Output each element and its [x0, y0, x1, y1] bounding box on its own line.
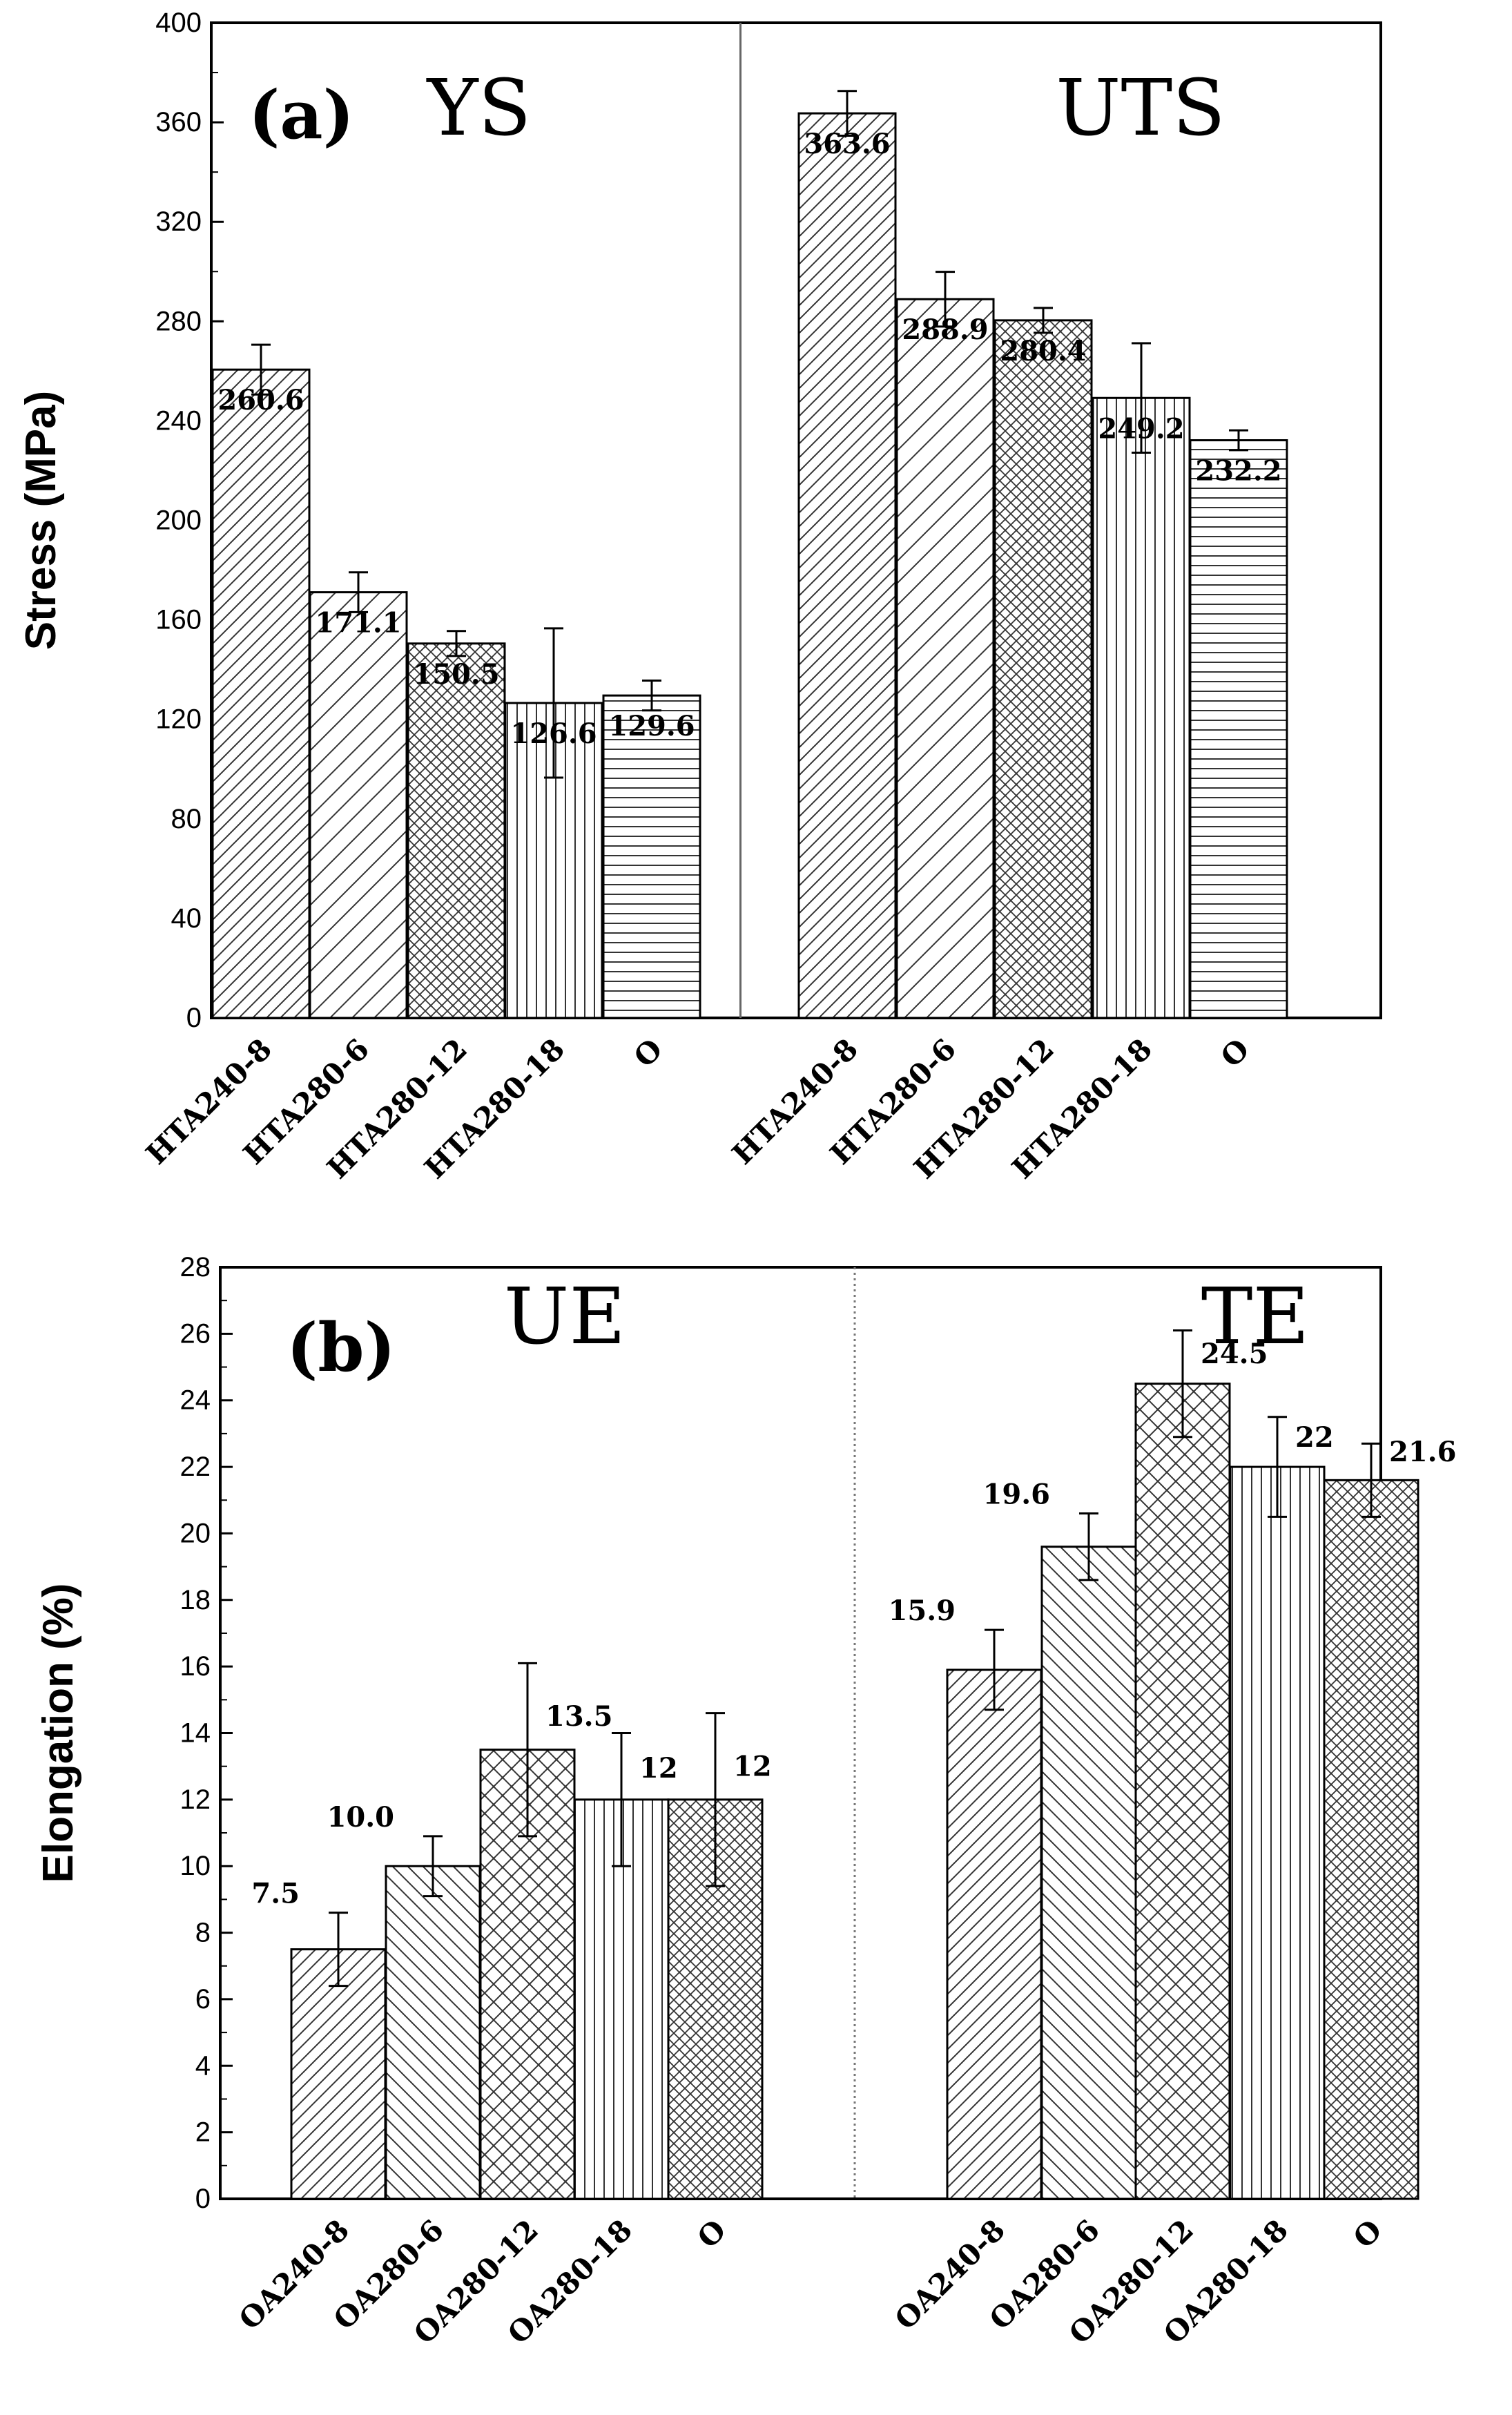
y-tick-label: 28: [180, 1252, 211, 1282]
bar-value-label: 15.9: [889, 1595, 956, 1627]
bar: [797, 112, 897, 1019]
bar-value-label: 10.0: [327, 1801, 394, 1834]
bar: [895, 298, 995, 1019]
y-tick-label: 14: [180, 1718, 211, 1749]
bar-value-label: 232.2: [1195, 454, 1281, 487]
bar: [1040, 1546, 1137, 2200]
bar-value-label: 150.5: [413, 658, 499, 691]
bar-value-label: 171.1: [315, 607, 401, 639]
y-tick-label: 40: [171, 903, 202, 934]
x-tick-label: O: [691, 2213, 733, 2255]
panel-label: (b): [287, 1309, 396, 1387]
bar-value-label: 363.6: [804, 128, 890, 160]
bar: [211, 368, 311, 1019]
y-tick-label: 320: [155, 206, 202, 237]
bar-value-label: 126.6: [510, 718, 597, 750]
bar-value-label: 19.6: [983, 1479, 1050, 1511]
y-tick-label: 240: [155, 405, 202, 436]
bar: [1134, 1383, 1231, 2200]
y-tick-label: 200: [155, 506, 202, 536]
y-tick-label: 20: [180, 1518, 211, 1548]
y-tick-label: 24: [180, 1385, 211, 1416]
group-title-ys: YS: [426, 64, 532, 153]
bar-value-label: 249.2: [1098, 412, 1184, 445]
bar-value-label: 7.5: [251, 1878, 300, 1910]
y-tick-label: 0: [195, 2184, 211, 2214]
group-title-ue: UE: [504, 1272, 626, 1362]
group-title-uts: UTS: [1056, 64, 1225, 153]
bar-value-label: 280.4: [1000, 335, 1086, 367]
chart-panel-a: 0 40 80 120 160 200 240 280 320 360 400 Stress (MPa…: [17, 8, 1382, 1185]
y-tick-label: 160: [155, 605, 202, 635]
bar: [1229, 1465, 1326, 2200]
y-tick-label: 120: [155, 704, 202, 735]
bar: [385, 1865, 481, 2200]
y-tick-label: 280: [155, 306, 202, 336]
bar-value-label: 260.6: [217, 384, 304, 416]
y-tick-label: 360: [155, 107, 202, 137]
group-title-te: TE: [1201, 1272, 1309, 1362]
y-tick-label: 2: [195, 2117, 211, 2148]
bar: [309, 591, 408, 1019]
y-tick-label: 0: [186, 1003, 202, 1033]
y-axis-title: Elongation (%): [35, 1584, 82, 1883]
y-tick-label: 10: [180, 1851, 211, 1881]
bar: [946, 1668, 1043, 2200]
bar-value-label: 24.5: [1201, 1338, 1268, 1370]
y-tick-label: 400: [155, 8, 202, 38]
bar-value-label: 21.6: [1389, 1436, 1456, 1468]
x-tick-label: O: [1347, 2213, 1389, 2255]
y-tick-label: 8: [195, 1918, 211, 1948]
bar: [1092, 396, 1191, 1019]
bar-value-label: 129.6: [608, 710, 695, 742]
y-tick-label: 18: [180, 1585, 211, 1615]
bar: [1323, 1479, 1419, 2200]
y-axis-title: Stress (MPa): [17, 391, 65, 651]
y-tick-label: 16: [180, 1651, 211, 1682]
bar-value-label: 12: [733, 1750, 772, 1782]
y-tick-label: 4: [195, 2050, 211, 2081]
bar: [602, 694, 701, 1019]
bar: [994, 319, 1093, 1019]
y-tick-label: 26: [180, 1318, 211, 1349]
x-tick-label: O: [1214, 1032, 1257, 1074]
bar-value-label: 13.5: [545, 1700, 612, 1733]
panel-label: (a): [249, 76, 354, 154]
bar-value-label: 22: [1295, 1421, 1334, 1454]
y-tick-label: 6: [195, 1984, 211, 2014]
y-tick-label: 12: [180, 1784, 211, 1815]
bar-value-label: 12: [639, 1752, 678, 1784]
x-tick-label: O: [628, 1032, 670, 1074]
bar: [290, 1948, 387, 2200]
bar: [1189, 439, 1288, 1019]
bar-value-label: 288.9: [902, 314, 988, 346]
y-tick-label: 22: [180, 1452, 211, 1482]
bar: [407, 642, 506, 1019]
y-tick-label: 80: [171, 804, 202, 834]
